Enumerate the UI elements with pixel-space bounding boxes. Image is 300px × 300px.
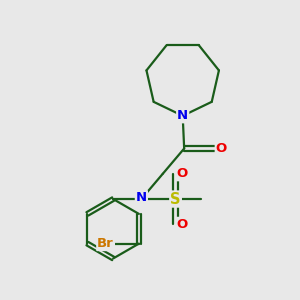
Text: O: O xyxy=(176,218,188,231)
Text: S: S xyxy=(170,191,181,206)
Text: O: O xyxy=(176,167,188,180)
Text: O: O xyxy=(216,142,227,155)
Text: N: N xyxy=(136,191,147,204)
Text: N: N xyxy=(177,109,188,122)
Text: Br: Br xyxy=(97,237,114,250)
